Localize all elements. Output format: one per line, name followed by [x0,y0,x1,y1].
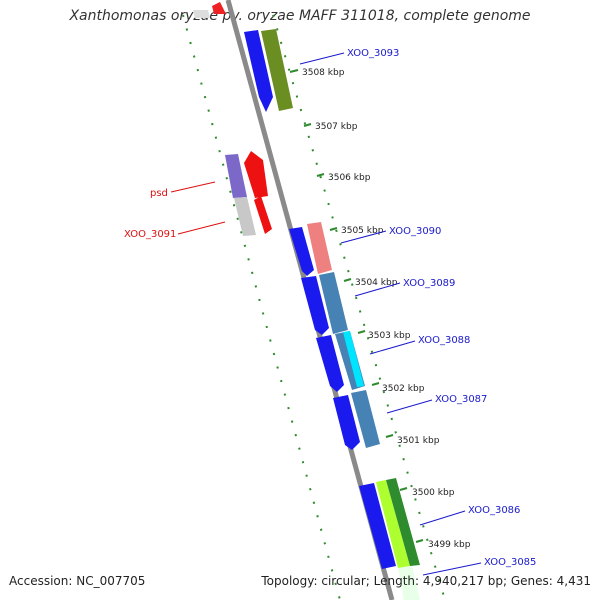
tick-label-3506: 3506 kbp [328,173,371,183]
tick-label-3504: 3504 kbp [355,278,398,288]
label-xoo3090[interactable]: XOO_3090 [340,226,441,244]
gene-psd-cds [244,151,268,198]
tick-3503: 3503 kbp [357,330,411,341]
top-reverse-gene [193,10,210,18]
tick-3507: 3507 kbp [303,122,358,132]
label-xoo3087[interactable]: XOO_3087 [386,394,487,414]
gene-xoo3088-tag [343,331,364,387]
gene-xoo3087-feature [351,390,380,448]
tick-label-3507: 3507 kbp [315,122,358,132]
gene-xoo3090-cds [289,227,314,276]
gene-xoo3086-feature2 [386,478,420,566]
gene-psd-feature [225,154,247,198]
gene-xoo3093-feature [261,29,293,111]
gene-xoo3089-feature [319,272,348,334]
genome-summary-text: Topology: circular; Length: 4,940,217 bp… [261,574,591,588]
label-xoo3085[interactable]: XOO_3085 [422,557,536,576]
gene-xoo3089-cds [301,276,329,335]
label-psd[interactable]: psd [150,181,216,199]
gene-xoo3086-feature [376,480,410,568]
top-reverse-gene-red [212,2,226,14]
tick-label-3502: 3502 kbp [382,384,425,394]
gene-label-xoo3088: XOO_3088 [418,335,470,346]
gene-xoo3088-cds [316,335,344,392]
tick-label-3508: 3508 kbp [302,68,345,78]
label-xoo3091[interactable]: XOO_3091 [124,221,226,240]
tick-3504: 3504 kbp [343,278,398,288]
tick-3499: 3499 kbp [415,539,471,550]
tick-label-3501: 3501 kbp [397,436,440,446]
label-xoo3086[interactable]: XOO_3086 [419,505,520,526]
gene-label-xoo3093: XOO_3093 [347,48,399,59]
gene-xoo3093-cds [244,30,273,112]
gene-label-xoo3090: XOO_3090 [389,226,441,237]
tick-3506: 3506 kbp [316,173,371,183]
tick-3502: 3502 kbp [371,382,425,394]
gene-label-xoo3086: XOO_3086 [468,505,520,516]
gene-label-psd: psd [150,188,168,199]
tick-3500: 3500 kbp [399,487,455,498]
gene-label-xoo3085: XOO_3085 [484,557,536,568]
gene-xoo3090-feature [307,222,332,274]
tick-label-3503: 3503 kbp [368,331,411,341]
tick-3505: 3505 kbp [329,226,384,236]
tick-label-3500: 3500 kbp [412,488,455,498]
outer-ring-dotted [272,14,446,600]
label-xoo3093[interactable]: XOO_3093 [299,48,399,65]
gene-xoo3085-feature [398,566,420,600]
label-xoo3088[interactable]: XOO_3088 [369,335,470,355]
genome-title: Xanthomonas oryzae pv. oryzae MAFF 31101… [69,8,531,24]
tick-3508: 3508 kbp [289,68,345,78]
tick-label-3499: 3499 kbp [428,540,471,550]
gene-label-xoo3089: XOO_3089 [403,278,455,289]
tick-label-3505: 3505 kbp [341,226,384,236]
gene-label-xoo3087: XOO_3087 [435,394,487,405]
gene-xoo3087-cds [333,395,360,450]
gene-xoo3091-cds [254,196,272,234]
accession-text: Accession: NC_007705 [9,574,146,588]
gene-xoo3086-cds [359,483,396,569]
label-xoo3089[interactable]: XOO_3089 [354,278,455,297]
gene-label-xoo3091: XOO_3091 [124,229,176,240]
tick-3501: 3501 kbp [385,434,440,446]
gene-xoo3091-feature [234,197,256,236]
inner-ring-dotted [182,14,341,600]
